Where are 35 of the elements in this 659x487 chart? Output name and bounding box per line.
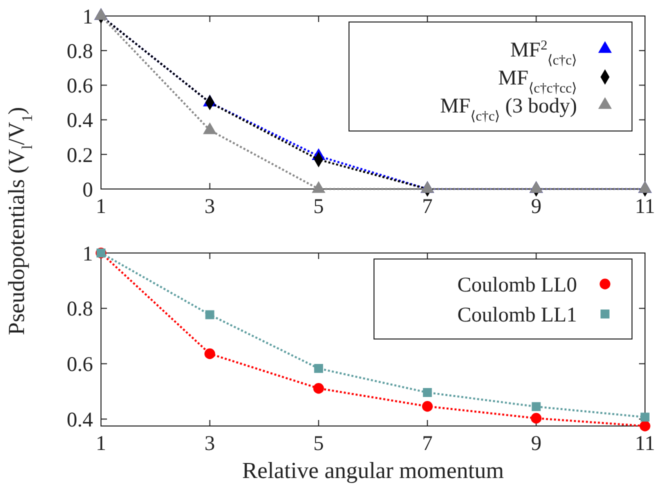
point <box>422 401 433 412</box>
legend-label: Coulomb LL0 <box>457 272 577 296</box>
x-tick-label: 5 <box>313 194 324 218</box>
y-tick-label: 0.6 <box>66 74 93 98</box>
point <box>205 310 214 320</box>
point <box>640 420 650 432</box>
point <box>530 412 542 424</box>
y-tick-label: 0.4 <box>66 108 94 132</box>
x-tick-label: 3 <box>204 431 216 455</box>
point <box>204 348 216 360</box>
x-tick-label: 9 <box>530 431 542 455</box>
legend-label: MF$_{⟨c†c⟩}$ (3 body) <box>440 93 577 123</box>
point <box>640 412 650 422</box>
point <box>313 383 324 394</box>
point <box>532 402 541 412</box>
x-tick-label: 5 <box>313 431 324 455</box>
y-tick-label: 0.2 <box>66 142 93 167</box>
x-tick-label: 7 <box>422 431 433 455</box>
x-tick-label: 7 <box>422 194 433 218</box>
x-tick-label: 11 <box>634 194 656 218</box>
x-tick-label: 11 <box>634 431 656 455</box>
x-tick-label: 3 <box>204 194 216 218</box>
legend-label: MF$_{⟨c†c†cc⟩}$ <box>498 65 577 95</box>
y-tick-label: 0.8 <box>66 296 93 321</box>
point <box>314 364 324 373</box>
y-tick-label: 0 <box>82 177 93 202</box>
y-tick-label: 0.4 <box>66 407 94 432</box>
x-tick-label: 9 <box>530 194 542 218</box>
y-tick-label: 1 <box>82 241 93 266</box>
y-tick-label: 0.8 <box>66 38 93 63</box>
legend-label: Coulomb LL1 <box>457 302 577 326</box>
y-tick-label: 1 <box>82 4 93 28</box>
x-axis-title: Relative angular momentum <box>242 458 504 483</box>
point <box>422 388 432 397</box>
y-tick-label: 0.6 <box>66 352 93 376</box>
